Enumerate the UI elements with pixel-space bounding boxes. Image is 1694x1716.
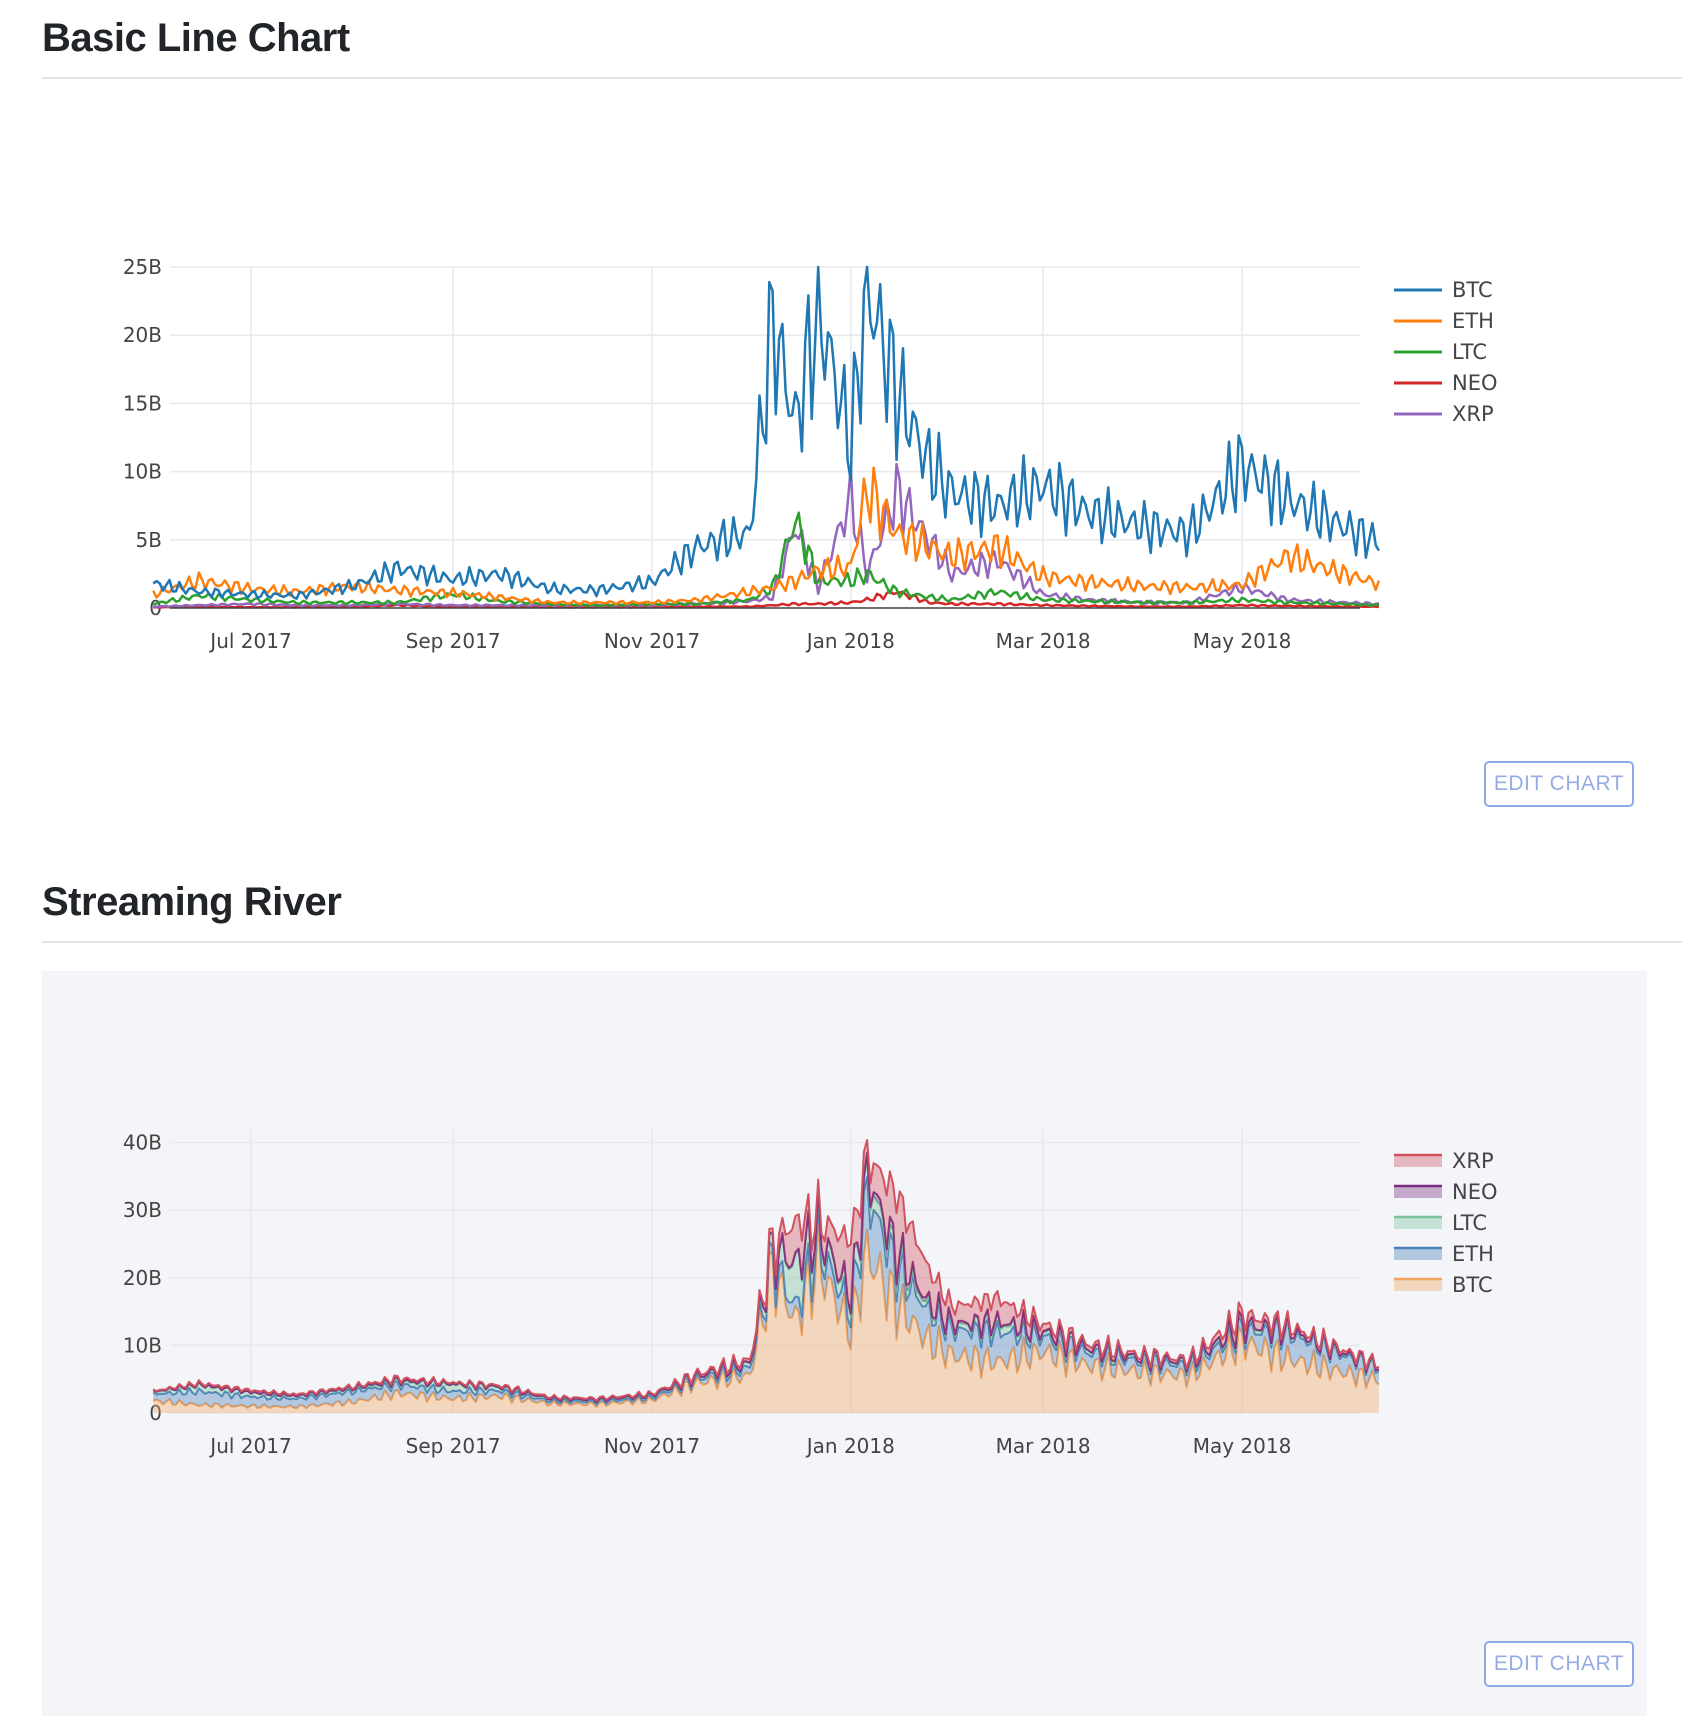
x-tick-label: Nov 2017 — [604, 629, 700, 653]
legend-label-xrp: XRP — [1452, 402, 1494, 426]
legend-label-neo: NEO — [1452, 371, 1498, 395]
legend-label-btc: BTC — [1452, 278, 1493, 302]
edit-chart-button[interactable]: EDIT CHART — [1484, 761, 1634, 807]
basic-line-chart-section: Basic Line Chart 0 5B 10B 15B 20B 25B Jul 2017… — [42, 0, 1682, 830]
legend-swatch-eth — [1394, 1248, 1442, 1260]
legend-label-xrp: XRP — [1452, 1149, 1494, 1173]
series-line-ltc — [152, 511, 1380, 608]
x-tick-label: Sep 2017 — [406, 629, 501, 653]
streaming-river-section: Streaming River 0 10B 20B 30B 40B Jul 2017 Sep… — [42, 862, 1682, 1716]
y-tick-label: 40B — [123, 1131, 162, 1155]
legend-label-neo: NEO — [1452, 1180, 1498, 1204]
x-tick-label: Jul 2017 — [208, 1434, 291, 1458]
x-tick-label: May 2018 — [1193, 629, 1292, 653]
gridlines — [170, 1129, 1360, 1414]
legend-label-ltc: LTC — [1452, 1211, 1487, 1235]
legend-swatch-neo — [1394, 1186, 1442, 1198]
river-chart-svg[interactable]: 0 10B 20B 30B 40B Jul 2017 Sep 2017 Nov 2017 Jan… — [42, 971, 1647, 1716]
y-tick-label: 25B — [123, 255, 162, 279]
x-tick-label: Jul 2017 — [208, 629, 291, 653]
line-chart-container: 0 5B 10B 15B 20B 25B Jul 2017 Sep 2017 Nov 2017 J… — [42, 90, 1647, 820]
legend: BTC ETH LTC NEO XRP — [1394, 278, 1498, 426]
y-tick-label: 10B — [123, 460, 162, 484]
x-tick-label: Mar 2018 — [996, 1434, 1091, 1458]
y-tick-label: 15B — [123, 391, 162, 415]
river-edge-xrp — [152, 1139, 1380, 1402]
river-area-btc — [153, 1221, 1379, 1413]
x-tick-label: May 2018 — [1193, 1434, 1292, 1458]
y-tick-label: 20B — [123, 1266, 162, 1290]
series-line-btc — [152, 265, 1380, 600]
river-chart-container: 0 10B 20B 30B 40B Jul 2017 Sep 2017 Nov 2017 Jan… — [42, 971, 1647, 1716]
y-tick-label: 5B — [136, 528, 162, 552]
legend-swatch-btc — [1394, 1279, 1442, 1291]
legend: XRP NEO LTC ETH BTC — [1394, 1149, 1498, 1297]
y-tick-label: 10B — [123, 1333, 162, 1357]
legend-label-btc: BTC — [1452, 1273, 1493, 1297]
y-tick-label: 30B — [123, 1198, 162, 1222]
x-tick-label: Jan 2018 — [805, 629, 895, 653]
river-edge-eth — [152, 1175, 1380, 1406]
river-edge-btc — [152, 1220, 1380, 1410]
section-title-basic-line-chart: Basic Line Chart — [42, 16, 350, 60]
title-divider — [42, 941, 1682, 943]
title-divider — [42, 77, 1682, 79]
edit-chart-button[interactable]: EDIT CHART — [1484, 1641, 1634, 1687]
x-tick-label: Nov 2017 — [604, 1434, 700, 1458]
x-tick-label: Sep 2017 — [406, 1434, 501, 1458]
x-tick-label: Jan 2018 — [805, 1434, 895, 1458]
gridlines — [170, 266, 1360, 609]
legend-swatch-xrp — [1394, 1155, 1442, 1167]
section-title-streaming-river: Streaming River — [42, 880, 342, 924]
y-tick-label: 20B — [123, 323, 162, 347]
x-tick-label: Mar 2018 — [996, 629, 1091, 653]
y-tick-label: 0 — [149, 1401, 162, 1425]
legend-swatch-ltc — [1394, 1217, 1442, 1229]
legend-label-eth: ETH — [1452, 1242, 1494, 1266]
legend-label-ltc: LTC — [1452, 340, 1487, 364]
legend-label-eth: ETH — [1452, 309, 1494, 333]
series-line-neo — [153, 589, 1380, 609]
